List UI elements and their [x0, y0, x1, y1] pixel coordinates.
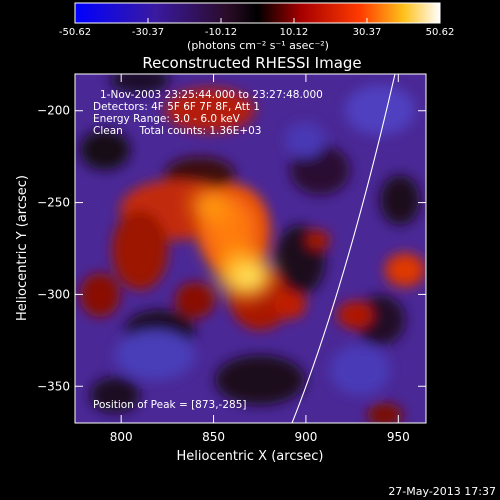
colorbar-unit-label: (photons cm⁻² s⁻¹ asec⁻²) [187, 39, 329, 52]
colorbar-tick-label: 30.37 [353, 27, 382, 38]
x-axis-label: Heliocentric X (arcsec) [177, 449, 324, 464]
x-tick-label: 950 [387, 430, 410, 444]
y-tick-label: −200 [37, 104, 70, 118]
x-tick-label: 900 [294, 430, 317, 444]
chart-title: Reconstructed RHESSI Image [142, 54, 361, 72]
annotation-time-range: 1-Nov-2003 23:25:44.000 to 23:27:48.000 [100, 89, 323, 101]
annotation-clean-counts: Clean Total counts: 1.36E+03 [93, 125, 262, 137]
heatmap-image [75, 74, 426, 423]
solar-limb [291, 74, 396, 423]
x-tick-label: 800 [110, 430, 133, 444]
x-axis-ticks: 800 850 900 950 [110, 74, 410, 444]
colorbar-tick-label: 10.12 [280, 27, 309, 38]
annotation-detectors: Detectors: 4F 5F 6F 7F 8F, Att 1 [93, 101, 260, 113]
plot-frame [74, 73, 427, 424]
y-axis-ticks: −350 −300 −250 −200 [37, 104, 426, 393]
colorbar-tick-label: -50.62 [59, 27, 91, 38]
y-tick-label: −300 [37, 287, 70, 301]
footer-timestamp: 27-May-2013 17:37 [388, 485, 496, 498]
colorbar-ticks: -50.62 -30.37 -10.12 10.12 30.37 50.62 [59, 18, 454, 38]
annotation-energy-range: Energy Range: 3.0 - 6.0 keV [93, 113, 241, 125]
y-tick-label: −250 [37, 196, 70, 210]
colorbar-tick-label: 50.62 [426, 27, 455, 38]
y-tick-label: −350 [37, 379, 70, 393]
x-tick-label: 850 [202, 430, 225, 444]
annotation-peak-position: Position of Peak = [873,-285] [93, 399, 247, 411]
colorbar-tick-label: -30.37 [132, 27, 164, 38]
y-axis-label: Heliocentric Y (arcsec) [15, 175, 30, 321]
colorbar [74, 2, 441, 24]
colorbar-tick-label: -10.12 [205, 27, 237, 38]
